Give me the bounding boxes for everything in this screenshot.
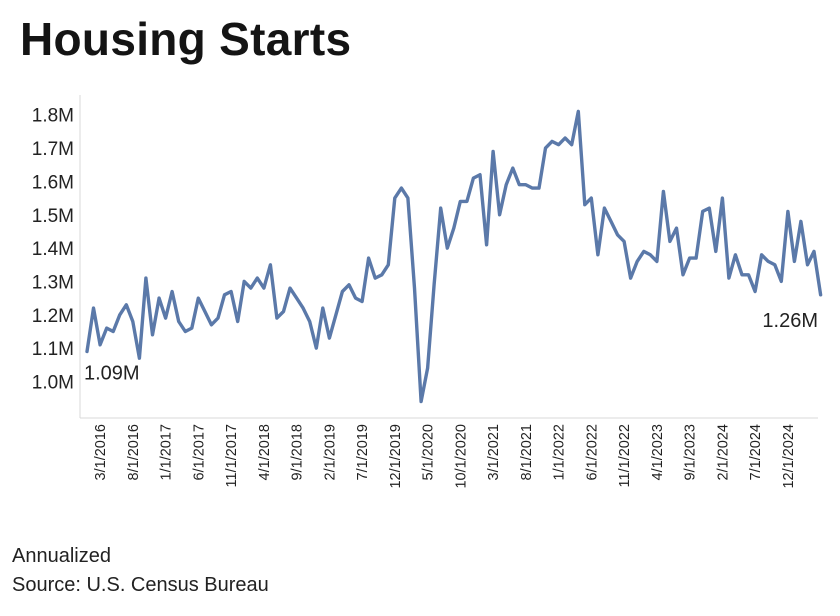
data-label-first: 1.09M: [84, 362, 140, 384]
x-tick-label: 5/1/2020: [421, 424, 437, 480]
footnote-source: Source: U.S. Census Bureau: [12, 574, 269, 596]
series-layer: [85, 109, 823, 404]
line-chart: 1.0M 1.1M 1.2M 1.3M 1.4M 1.5M 1.6M 1.7M 1.8M 3/1…: [32, 95, 823, 489]
y-tick-label: 1.0M: [32, 373, 74, 394]
x-tick-label: 1/1/2022: [552, 424, 568, 480]
x-tick-label: 2/1/2019: [322, 424, 338, 480]
y-tick-label: 1.1M: [32, 339, 74, 360]
data-labels: 1.09M 1.26M: [84, 310, 818, 385]
y-tick-label: 1.4M: [32, 239, 74, 260]
x-tick-label: 6/1/2017: [191, 424, 207, 480]
x-tick-label: 12/1/2019: [388, 424, 404, 489]
y-tick-label: 1.2M: [32, 306, 74, 327]
x-tick-label: 7/1/2019: [355, 424, 371, 480]
x-tick-label: 6/1/2022: [584, 424, 600, 480]
x-tick-label: 10/1/2020: [453, 424, 469, 489]
housing-starts-line: [85, 109, 823, 404]
data-label-last: 1.26M: [762, 310, 818, 332]
chart-title: Housing Starts: [20, 13, 352, 65]
x-axis: 3/1/2016 8/1/2016 1/1/2017 6/1/2017 11/1/201…: [80, 417, 818, 489]
y-tick-label: 1.6M: [32, 172, 74, 193]
x-tick-label: 7/1/2024: [748, 424, 764, 480]
x-tick-label: 9/1/2018: [290, 424, 306, 480]
x-tick-label: 2/1/2024: [715, 424, 731, 480]
x-tick-label: 11/1/2022: [617, 424, 633, 487]
x-tick-label: 4/1/2023: [650, 424, 666, 480]
footnote-annualized: Annualized: [12, 545, 111, 567]
y-axis: 1.0M 1.1M 1.2M 1.3M 1.4M 1.5M 1.6M 1.7M 1.8M: [32, 95, 81, 418]
y-tick-label: 1.3M: [32, 272, 74, 293]
x-tick-label: 9/1/2023: [683, 424, 699, 480]
x-tick-label: 3/1/2016: [93, 424, 109, 480]
x-tick-label: 1/1/2017: [159, 424, 175, 480]
x-tick-label: 12/1/2024: [781, 424, 797, 489]
y-tick-label: 1.5M: [32, 206, 74, 227]
x-tick-label: 11/1/2017: [224, 424, 240, 487]
x-tick-label: 8/1/2021: [519, 424, 535, 480]
x-tick-label: 3/1/2021: [486, 424, 502, 480]
y-tick-label: 1.7M: [32, 139, 74, 160]
x-tick-label: 8/1/2016: [126, 424, 142, 480]
y-tick-label: 1.8M: [32, 106, 74, 127]
x-tick-label: 4/1/2018: [257, 424, 273, 480]
